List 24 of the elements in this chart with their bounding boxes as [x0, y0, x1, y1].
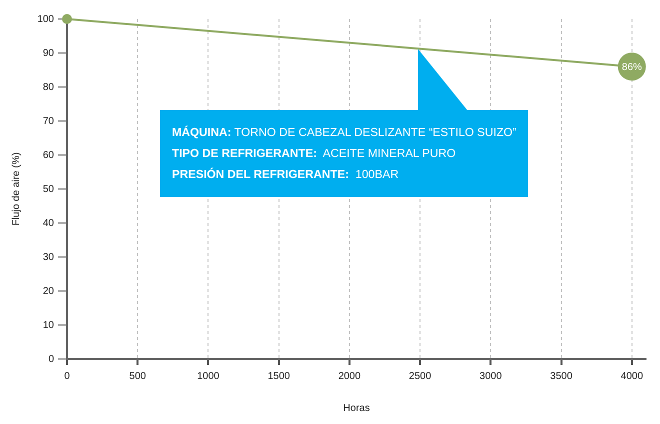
y-tick-label: 80	[42, 82, 54, 93]
x-tick-label: 1500	[268, 370, 290, 382]
y-axis-title: Flujo de aire (%)	[10, 152, 22, 226]
x-tick-label: 500	[129, 370, 146, 382]
y-tick-label: 0	[48, 354, 54, 365]
y-tick-label: 50	[42, 184, 54, 195]
y-tick-label: 70	[42, 116, 54, 127]
y-tick-label: 30	[42, 252, 54, 263]
x-tick-label: 1000	[197, 370, 220, 382]
y-tick-label: 20	[42, 286, 54, 297]
x-tick-label: 4000	[620, 370, 644, 382]
y-tick-label: 90	[42, 48, 54, 59]
x-tick-label: 3000	[480, 370, 502, 382]
y-tick-label: 10	[42, 320, 54, 331]
x-tick-label: 2500	[408, 370, 432, 382]
x-tick-label: 0	[64, 370, 70, 382]
x-axis-title: Horas	[343, 402, 370, 414]
data-label: 86%	[622, 62, 642, 73]
y-tick-label: 40	[42, 218, 54, 229]
x-tick-label: 2000	[338, 370, 361, 382]
y-tick-label: 100	[37, 14, 54, 25]
annotation: MÁQUINA: TORNO DE CABEZAL DESLIZANTE “ESTILO SUIZO” TIPO DE REFRIGERANTE: ACEITE MINERAL PURO PRESIÓN DEL REFRIGERANTE: 100BAR	[172, 126, 516, 181]
x-tick-label: 3500	[550, 370, 573, 382]
y-tick-label: 60	[42, 150, 54, 161]
